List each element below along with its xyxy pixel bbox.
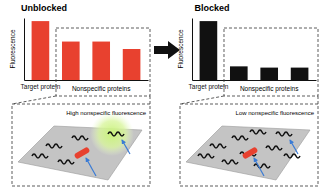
group-label: Nonspecific proteins	[72, 85, 131, 93]
probe-arrow	[254, 158, 264, 176]
protein-shape	[250, 130, 266, 134]
x-tick: Target protein	[189, 80, 229, 91]
y-axis-label: Fluorescence	[177, 29, 184, 68]
protein-shape	[276, 132, 292, 136]
y-axis-label: Fluorescence	[9, 29, 16, 68]
bar	[260, 68, 278, 80]
protein-shape	[254, 164, 270, 168]
target-protein	[242, 146, 259, 159]
bar	[291, 68, 309, 80]
protein-shape	[210, 144, 226, 148]
surface	[186, 126, 310, 180]
zoom-line	[180, 96, 224, 104]
protein-shape	[32, 154, 48, 158]
y-axis	[24, 19, 25, 81]
protein-shape	[266, 146, 282, 150]
x-tick: Target protein	[21, 80, 61, 91]
group-label: Nonspecific proteins	[240, 85, 299, 93]
x-axis-line	[25, 80, 149, 81]
probe-arrow	[86, 158, 96, 176]
x-axis-line	[193, 80, 317, 81]
protein-shape	[72, 136, 88, 140]
protein-shape	[222, 160, 238, 164]
panel-title: Unblocked	[21, 3, 67, 13]
highlight-box	[56, 28, 150, 96]
schematic-box	[180, 104, 318, 186]
zoom-line	[318, 96, 319, 104]
y-axis-line	[192, 19, 193, 81]
fluorescence-glow	[90, 112, 134, 156]
panel: Unblocked Fluorescence Target protein Nonsp…	[9, 3, 150, 186]
schematic-box	[12, 104, 150, 186]
protein-shape	[58, 160, 74, 164]
protein-shape	[232, 136, 248, 140]
zoom-line	[12, 96, 56, 104]
panel: Blocked Fluorescence Target protein Nonspec…	[177, 3, 318, 186]
bar	[62, 42, 80, 80]
y-axis	[192, 19, 193, 81]
protein-shape	[108, 132, 124, 136]
figure: Unblocked Fluorescence Target protein Nonsp…	[0, 0, 322, 189]
target-protein	[74, 146, 91, 159]
bars	[32, 21, 141, 80]
protein-shape	[284, 154, 300, 158]
schematic-label: Low nonspecific fluorescence	[236, 110, 315, 116]
protein-shape	[46, 144, 62, 148]
protein-shape	[198, 154, 214, 158]
bar	[123, 49, 141, 80]
panel-title: Blocked	[194, 3, 229, 13]
bar	[32, 21, 50, 80]
bar	[230, 66, 248, 80]
highlight-box	[224, 28, 318, 96]
bar	[200, 21, 218, 80]
x-tick-label: Target protein	[189, 83, 229, 91]
schematic-label: High nonspecific fluorescence	[66, 110, 146, 116]
y-axis-line	[24, 19, 25, 81]
zoom-line	[150, 96, 151, 104]
x-tick-label: Target protein	[21, 83, 61, 91]
probe-arrow	[290, 140, 298, 154]
probe-arrow	[122, 140, 130, 154]
bars	[200, 21, 309, 80]
surface	[18, 126, 142, 180]
bar	[92, 42, 110, 80]
